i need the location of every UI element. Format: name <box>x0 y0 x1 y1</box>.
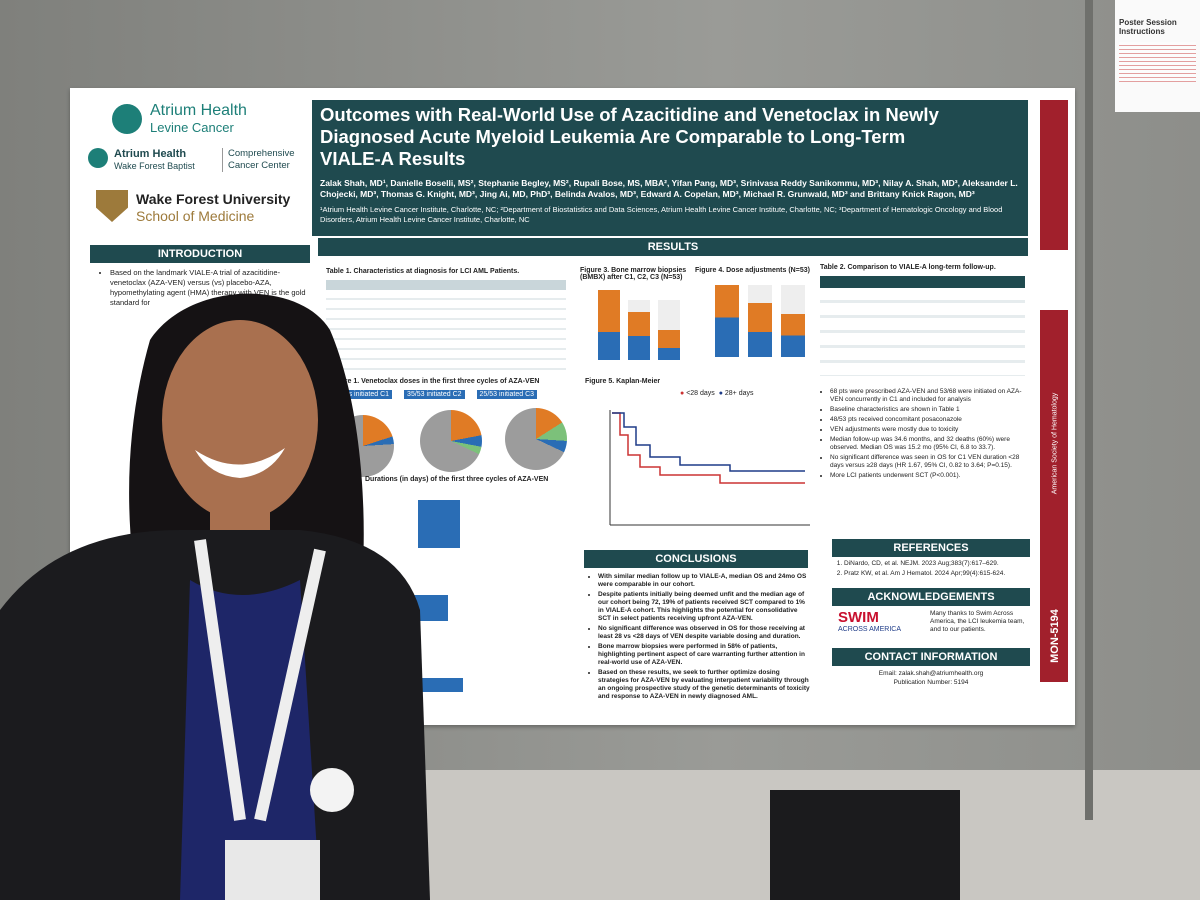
figure-title: Durations (in days) of the first three c… <box>365 476 549 483</box>
section-heading: RESULTS <box>318 238 1028 256</box>
logo-text: Wake Forest Baptist <box>114 161 195 171</box>
title-banner: Outcomes with Real-World Use of Azacitid… <box>312 100 1028 236</box>
bar-illustration <box>658 300 680 360</box>
section-heading: CONTACT INFORMATION <box>832 648 1030 666</box>
sign: Poster Session Instructions <box>1115 0 1200 112</box>
logo-text: School of Medicine <box>136 208 255 224</box>
figure-tag: 35/53 initiated C2 <box>404 390 465 399</box>
side-label: MON-5194 <box>1049 609 1061 663</box>
pie-illustration <box>505 408 567 470</box>
histogram-illustration <box>400 500 460 548</box>
km-illustration <box>609 410 810 526</box>
legend-label: 28+ days <box>724 390 754 397</box>
legend-label: <28 days <box>686 390 715 397</box>
bullet: No significant difference was seen in OS… <box>830 454 1028 470</box>
figure-title: Figure 5. Kaplan-Meier <box>585 378 661 385</box>
name-badge <box>225 840 320 900</box>
background-person <box>770 790 960 900</box>
logo-text: Atrium Health <box>114 148 187 160</box>
bar-illustration <box>715 285 739 357</box>
section-heading: REFERENCES <box>832 539 1030 557</box>
list: DiNardo, CD, et al. NEJM. 2023 Aug;383(7… <box>832 560 1030 580</box>
logo-panel: Atrium Health Levine Cancer Atrium Healt… <box>82 96 308 238</box>
logo-icon <box>112 104 142 134</box>
km-curve <box>612 412 805 484</box>
conclusions-text: With similar median follow up to VIALE-A… <box>588 573 810 703</box>
bullet: Bone marrow biopsies were performed in 5… <box>598 643 810 667</box>
section-heading: ACKNOWLEDGEMENTS <box>832 588 1030 606</box>
legend: ● <28 days ● 28+ days <box>680 390 754 397</box>
list: 68 pts were prescribed AZA-VEN and 53/68… <box>820 388 1028 480</box>
qr-code <box>1040 250 1068 310</box>
figure-tags: 53 pts initiated C1 35/53 initiated C2 25/… <box>330 390 580 399</box>
bullet: Baseline characteristics are shown in Ta… <box>830 406 1028 414</box>
badge-pin <box>310 768 354 812</box>
histogram-illustration <box>415 678 463 692</box>
logo-shield <box>96 190 128 222</box>
results-text: 68 pts were prescribed AZA-VEN and 53/68… <box>820 388 1028 482</box>
section-heading: INTRODUCTION <box>90 245 310 263</box>
authors: Zalak Shah, MD¹, Danielle Boselli, MS², … <box>320 178 1018 199</box>
list: With similar median follow up to VIALE-A… <box>588 573 810 701</box>
logo-text: Comprehensive Cancer Center <box>222 148 310 172</box>
swim-logo: SWIM <box>838 609 879 626</box>
logo-text: Wake Forest University <box>136 191 291 207</box>
pie-illustration <box>420 410 482 472</box>
bar-illustration <box>598 290 620 360</box>
figure-tag: 25/53 initiated C3 <box>476 390 538 399</box>
swim-logo-sub: ACROSS AMERICA <box>838 626 902 633</box>
affiliations: ¹Atrium Health Levine Cancer Institute, … <box>320 205 1003 224</box>
side-society: American Society of Hematology <box>1051 392 1059 495</box>
bullet: With similar median follow up to VIALE-A… <box>598 573 810 589</box>
person <box>0 293 430 900</box>
km-curve <box>612 412 805 472</box>
figure-title: Figure 4. Dose adjustments (N=53) <box>695 267 810 274</box>
figure-title: Figure 1. Venetoclax doses in the first … <box>330 378 540 385</box>
panel-seam <box>1085 0 1093 820</box>
bar-illustration <box>628 300 650 360</box>
bar-illustration <box>781 285 805 357</box>
bullet: VEN adjustments were mostly due to toxic… <box>830 426 1028 434</box>
lanyard <box>194 539 326 822</box>
poster-title: Outcomes with Real-World Use of Azacitid… <box>320 104 939 169</box>
smile <box>195 448 285 478</box>
table <box>820 276 1025 376</box>
bullet: Based on the landmark VIALE-A trial of a… <box>110 268 308 308</box>
side-strip: MON-5194 American Society of Hematology <box>1040 100 1068 682</box>
logo-icon <box>88 148 108 168</box>
bullet: Median follow-up was 34.6 months, and 32… <box>830 436 1028 452</box>
bullet: 68 pts were prescribed AZA-VEN and 53/68… <box>830 388 1028 404</box>
table-title: Table 2. Comparison to VIALE-A long-term… <box>820 264 996 271</box>
bullet: More LCI patients underwent SCT (P<0.001… <box>830 472 1028 480</box>
section-heading: CONCLUSIONS <box>584 550 808 568</box>
table <box>326 280 566 370</box>
ack-text: Many thanks to Swim Across America, the … <box>930 610 1025 633</box>
contact-email: Email: zalak.shah@atriumhealth.org <box>878 670 984 677</box>
bullet: Based on these results, we seek to furth… <box>598 669 810 701</box>
bar-illustration <box>748 285 772 357</box>
bullet: No significant difference was observed i… <box>598 625 810 641</box>
bullet: Pratz KW, et al. Am J Hematol. 2024 Apr;… <box>844 570 1030 578</box>
intro-text: Based on the landmark VIALE-A trial of a… <box>100 268 308 310</box>
figure-tag: 53 pts initiated C1 <box>330 390 393 399</box>
bullet: Despite patients initially being deemed … <box>598 591 810 623</box>
contact-publication: Publication Number: 5194 <box>893 679 969 686</box>
logo-text: Levine Cancer <box>150 120 234 135</box>
face <box>162 320 318 520</box>
bullet: 48/53 pts received concomitant posaconaz… <box>830 416 1028 424</box>
figure-title: Figure 3. Bone marrow biopsies (BMBX) af… <box>580 267 687 281</box>
sign-text <box>1119 42 1196 82</box>
logo-text: Atrium Health <box>150 102 247 119</box>
bullet: DiNardo, CD, et al. NEJM. 2023 Aug;383(7… <box>844 560 1030 568</box>
sign-title: Poster Session Instructions <box>1119 18 1177 36</box>
table-title: Table 1. Characteristics at diagnosis fo… <box>326 268 520 275</box>
